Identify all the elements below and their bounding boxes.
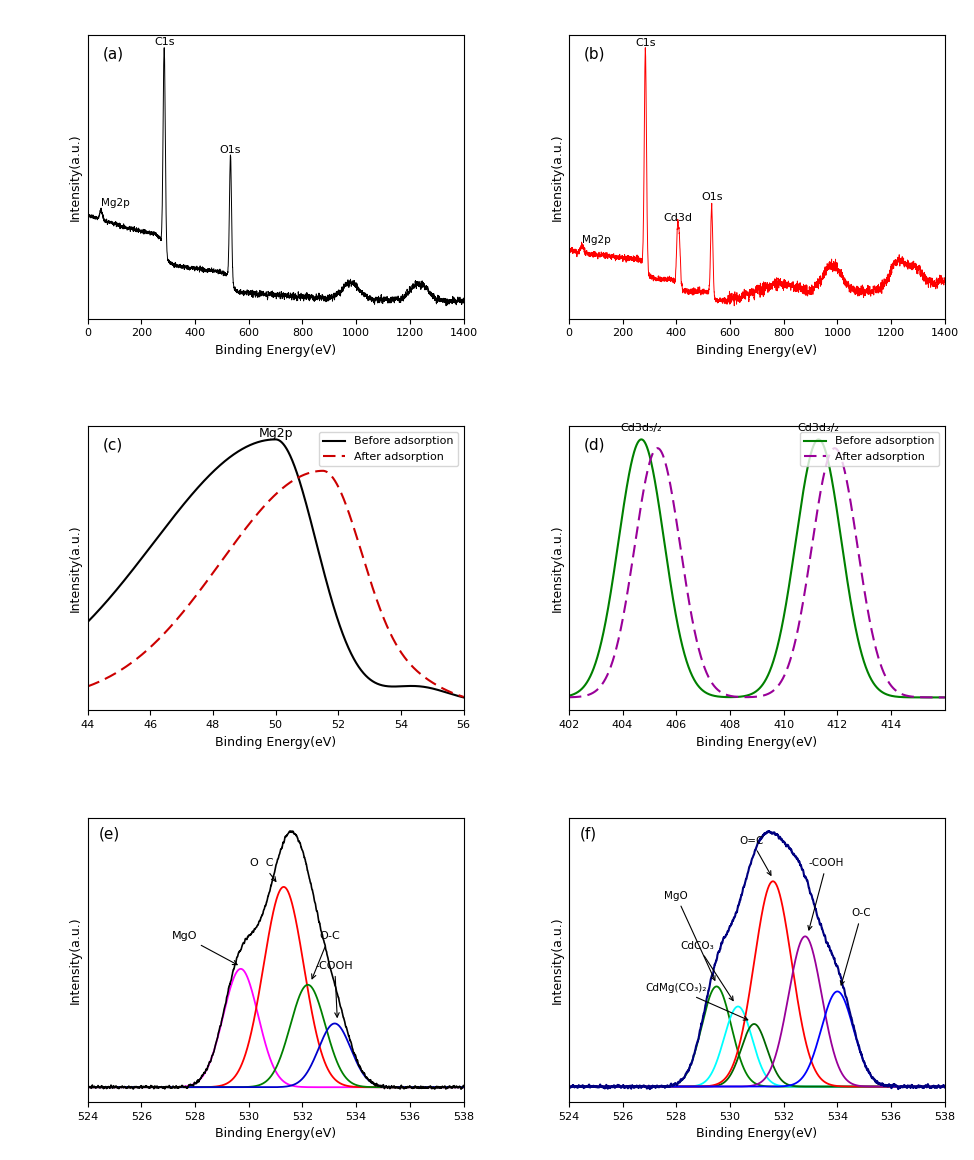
X-axis label: Binding Energy(eV): Binding Energy(eV): [215, 735, 336, 748]
Legend: Before adsorption, After adsorption: Before adsorption, After adsorption: [800, 432, 939, 466]
Text: Mg2p: Mg2p: [258, 427, 293, 440]
Text: Cd3d₃/₂: Cd3d₃/₂: [798, 422, 840, 433]
Text: CdMg(CO₃)₂: CdMg(CO₃)₂: [646, 984, 748, 1020]
Text: O-C: O-C: [312, 931, 340, 979]
X-axis label: Binding Energy(eV): Binding Energy(eV): [696, 1128, 817, 1140]
X-axis label: Binding Energy(eV): Binding Energy(eV): [696, 735, 817, 748]
Text: Mg2p: Mg2p: [101, 198, 130, 208]
Text: -COOH: -COOH: [316, 960, 354, 1017]
X-axis label: Binding Energy(eV): Binding Energy(eV): [215, 343, 336, 357]
Y-axis label: Intensity(a.u.): Intensity(a.u.): [550, 916, 563, 1003]
Text: Mg2p: Mg2p: [582, 235, 611, 245]
Text: O1s: O1s: [220, 145, 242, 155]
Text: (a): (a): [102, 46, 124, 61]
Text: CdCO₃: CdCO₃: [681, 941, 733, 1001]
Text: MgO: MgO: [664, 891, 715, 980]
Text: (e): (e): [99, 827, 120, 842]
Text: O1s: O1s: [701, 193, 723, 202]
Text: Cd3d: Cd3d: [663, 213, 693, 224]
Text: MgO: MgO: [171, 931, 238, 965]
Text: O=C: O=C: [739, 835, 771, 876]
X-axis label: Binding Energy(eV): Binding Energy(eV): [215, 1128, 336, 1140]
Text: (c): (c): [102, 437, 123, 452]
Text: O  C: O C: [250, 858, 276, 882]
Text: C1s: C1s: [635, 38, 656, 49]
Legend: Before adsorption, After adsorption: Before adsorption, After adsorption: [318, 432, 458, 466]
Text: Cd3d₅/₂: Cd3d₅/₂: [620, 422, 662, 433]
Text: -COOH: -COOH: [807, 858, 844, 930]
Text: (b): (b): [583, 46, 606, 61]
X-axis label: Binding Energy(eV): Binding Energy(eV): [696, 343, 817, 357]
Text: O-C: O-C: [841, 908, 872, 985]
Y-axis label: Intensity(a.u.): Intensity(a.u.): [550, 133, 563, 220]
Text: C1s: C1s: [154, 37, 174, 46]
Text: (d): (d): [583, 437, 606, 452]
Y-axis label: Intensity(a.u.): Intensity(a.u.): [69, 524, 82, 612]
Text: (f): (f): [581, 827, 597, 842]
Y-axis label: Intensity(a.u.): Intensity(a.u.): [550, 524, 563, 612]
Y-axis label: Intensity(a.u.): Intensity(a.u.): [69, 133, 82, 220]
Y-axis label: Intensity(a.u.): Intensity(a.u.): [69, 916, 82, 1003]
